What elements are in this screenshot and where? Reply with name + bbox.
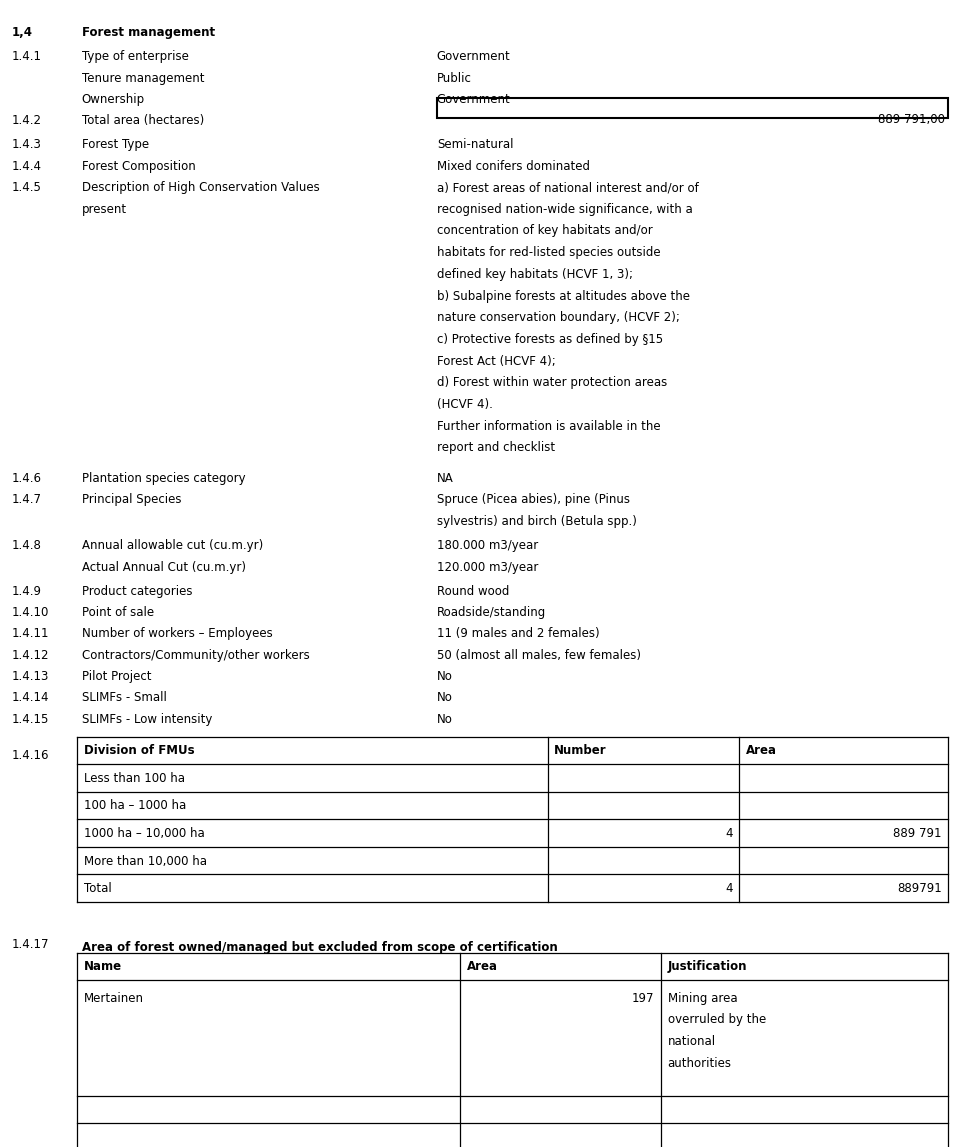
Text: Area: Area bbox=[746, 744, 777, 757]
Text: Pilot Project: Pilot Project bbox=[82, 670, 151, 682]
Text: defined key habitats (HCVF 1, 3);: defined key habitats (HCVF 1, 3); bbox=[437, 267, 633, 281]
Text: 1.4.5: 1.4.5 bbox=[12, 181, 41, 194]
Text: No: No bbox=[437, 692, 453, 704]
Text: overruled by the: overruled by the bbox=[667, 1014, 766, 1027]
Text: 1.4.12: 1.4.12 bbox=[12, 648, 49, 662]
Text: Forest Composition: Forest Composition bbox=[82, 159, 195, 173]
Text: 889 791,00: 889 791,00 bbox=[877, 114, 945, 126]
Text: Further information is available in the: Further information is available in the bbox=[437, 420, 660, 432]
Text: Government: Government bbox=[437, 93, 511, 106]
Text: Type of enterprise: Type of enterprise bbox=[82, 50, 188, 63]
Text: 1.4.3: 1.4.3 bbox=[12, 139, 41, 151]
Text: Plantation species category: Plantation species category bbox=[82, 471, 245, 485]
Text: (HCVF 4).: (HCVF 4). bbox=[437, 398, 492, 411]
Text: 11 (9 males and 2 females): 11 (9 males and 2 females) bbox=[437, 627, 599, 640]
Text: 1.4.2: 1.4.2 bbox=[12, 115, 41, 127]
Text: 889 791: 889 791 bbox=[893, 827, 942, 840]
Text: 1,4: 1,4 bbox=[12, 26, 33, 39]
Text: 1.4.11: 1.4.11 bbox=[12, 627, 49, 640]
Text: Government: Government bbox=[437, 50, 511, 63]
Text: Product categories: Product categories bbox=[82, 585, 192, 598]
Text: 1.4.15: 1.4.15 bbox=[12, 712, 49, 726]
Text: 1.4.6: 1.4.6 bbox=[12, 471, 41, 485]
Text: recognised nation-wide significance, with a: recognised nation-wide significance, wit… bbox=[437, 203, 692, 216]
Text: d) Forest within water protection areas: d) Forest within water protection areas bbox=[437, 376, 667, 389]
Text: 1.4.1: 1.4.1 bbox=[12, 50, 41, 63]
Text: sylvestris) and birch (Betula spp.): sylvestris) and birch (Betula spp.) bbox=[437, 515, 636, 528]
Text: Mixed conifers dominated: Mixed conifers dominated bbox=[437, 159, 589, 173]
Text: Forest Type: Forest Type bbox=[82, 139, 149, 151]
Text: Description of High Conservation Values: Description of High Conservation Values bbox=[82, 181, 320, 194]
Text: Area of forest owned/managed but excluded from scope of certification: Area of forest owned/managed but exclude… bbox=[82, 941, 558, 954]
Text: Justification: Justification bbox=[667, 960, 747, 974]
Text: 1.4.7: 1.4.7 bbox=[12, 493, 41, 506]
Text: 1.4.10: 1.4.10 bbox=[12, 606, 49, 619]
Text: report and checklist: report and checklist bbox=[437, 442, 555, 454]
Text: nature conservation boundary, (HCVF 2);: nature conservation boundary, (HCVF 2); bbox=[437, 311, 680, 325]
Text: 1000 ha – 10,000 ha: 1000 ha – 10,000 ha bbox=[84, 827, 204, 840]
Text: Mertainen: Mertainen bbox=[84, 992, 144, 1005]
Text: b) Subalpine forests at altitudes above the: b) Subalpine forests at altitudes above … bbox=[437, 289, 690, 303]
Text: Forest Act (HCVF 4);: Forest Act (HCVF 4); bbox=[437, 354, 556, 367]
Text: SLIMFs - Low intensity: SLIMFs - Low intensity bbox=[82, 712, 212, 726]
Text: national: national bbox=[667, 1035, 715, 1048]
Text: Ownership: Ownership bbox=[82, 93, 145, 106]
Text: Actual Annual Cut (cu.m.yr): Actual Annual Cut (cu.m.yr) bbox=[82, 561, 246, 574]
Text: Number: Number bbox=[554, 744, 607, 757]
Text: a) Forest areas of national interest and/or of: a) Forest areas of national interest and… bbox=[437, 181, 699, 194]
Text: SLIMFs - Small: SLIMFs - Small bbox=[82, 692, 166, 704]
Text: 100 ha – 1000 ha: 100 ha – 1000 ha bbox=[84, 799, 186, 812]
Text: Less than 100 ha: Less than 100 ha bbox=[84, 772, 184, 785]
Text: 1.4.17: 1.4.17 bbox=[12, 938, 49, 951]
Text: Principal Species: Principal Species bbox=[82, 493, 181, 506]
Text: 1.4.8: 1.4.8 bbox=[12, 539, 41, 553]
Text: Forest management: Forest management bbox=[82, 26, 215, 39]
Text: habitats for red-listed species outside: habitats for red-listed species outside bbox=[437, 247, 660, 259]
Text: Number of workers – Employees: Number of workers – Employees bbox=[82, 627, 273, 640]
Text: Annual allowable cut (cu.m.yr): Annual allowable cut (cu.m.yr) bbox=[82, 539, 263, 553]
Text: Name: Name bbox=[84, 960, 122, 974]
Text: 1.4.14: 1.4.14 bbox=[12, 692, 49, 704]
Text: Total: Total bbox=[84, 882, 111, 895]
Text: Tenure management: Tenure management bbox=[82, 72, 204, 85]
Text: 889791: 889791 bbox=[897, 882, 942, 895]
Text: More than 10,000 ha: More than 10,000 ha bbox=[84, 855, 206, 867]
Text: 1.4.16: 1.4.16 bbox=[12, 749, 49, 762]
Text: Semi-natural: Semi-natural bbox=[437, 139, 514, 151]
Text: No: No bbox=[437, 712, 453, 726]
Text: 120.000 m3/year: 120.000 m3/year bbox=[437, 561, 539, 574]
Text: Division of FMUs: Division of FMUs bbox=[84, 744, 194, 757]
FancyBboxPatch shape bbox=[437, 97, 948, 118]
Text: authorities: authorities bbox=[667, 1056, 732, 1070]
Text: Roadside/standing: Roadside/standing bbox=[437, 606, 546, 619]
Text: Point of sale: Point of sale bbox=[82, 606, 154, 619]
Text: c) Protective forests as defined by §15: c) Protective forests as defined by §15 bbox=[437, 333, 663, 346]
Text: Spruce (Picea abies), pine (Pinus: Spruce (Picea abies), pine (Pinus bbox=[437, 493, 630, 506]
Text: 1.4.9: 1.4.9 bbox=[12, 585, 41, 598]
Text: No: No bbox=[437, 670, 453, 682]
Text: Contractors/Community/other workers: Contractors/Community/other workers bbox=[82, 648, 309, 662]
Text: 180.000 m3/year: 180.000 m3/year bbox=[437, 539, 538, 553]
Text: 1.4.4: 1.4.4 bbox=[12, 159, 41, 173]
Text: 4: 4 bbox=[725, 882, 732, 895]
Text: NA: NA bbox=[437, 471, 453, 485]
Text: present: present bbox=[82, 203, 127, 216]
Text: 197: 197 bbox=[632, 992, 654, 1005]
Text: Mining area: Mining area bbox=[667, 992, 737, 1005]
Text: Total area (hectares): Total area (hectares) bbox=[82, 115, 204, 127]
Text: 4: 4 bbox=[725, 827, 732, 840]
Text: 50 (almost all males, few females): 50 (almost all males, few females) bbox=[437, 648, 641, 662]
Text: Round wood: Round wood bbox=[437, 585, 509, 598]
Text: Area: Area bbox=[468, 960, 498, 974]
Text: 1.4.13: 1.4.13 bbox=[12, 670, 49, 682]
Text: Public: Public bbox=[437, 72, 471, 85]
Text: concentration of key habitats and/or: concentration of key habitats and/or bbox=[437, 225, 653, 237]
